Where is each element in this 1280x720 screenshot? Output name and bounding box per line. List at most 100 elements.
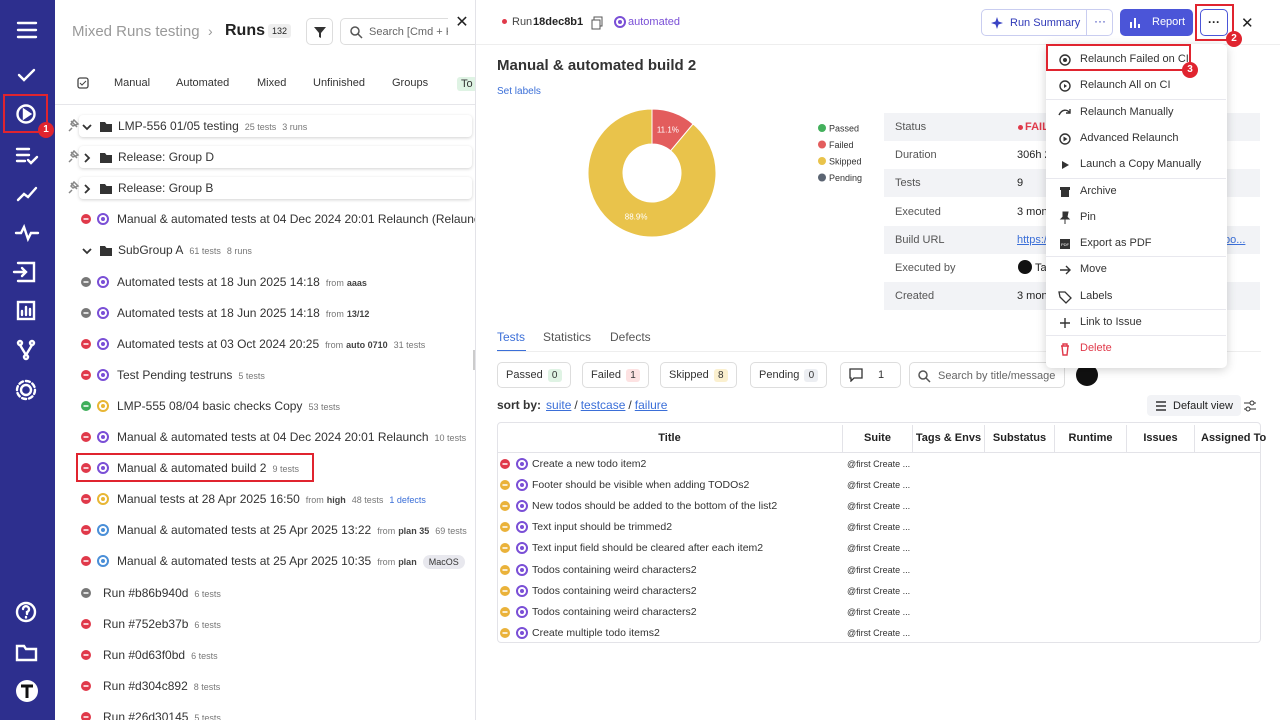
detail-tab[interactable]: Statistics (543, 330, 592, 344)
test-type (516, 563, 528, 576)
run-row[interactable]: Run #b86b940d 6 tests (55, 578, 475, 609)
run-tab[interactable]: To (457, 77, 475, 91)
menu-separator (1046, 98, 1226, 100)
test-title[interactable]: Todos containing weird characters2 (532, 563, 697, 576)
detail-tab[interactable]: Tests (497, 330, 526, 344)
run-row[interactable]: Run #d304c892 8 tests (55, 671, 475, 702)
menu-item[interactable]: Archive (1046, 178, 1226, 204)
test-title[interactable]: Footer should be visible when adding TOD… (532, 479, 750, 492)
run-row[interactable]: LMP-555 08/04 basic checks Copy 53 tests (55, 391, 475, 422)
run-row[interactable]: Automated tests at 18 Jun 2025 14:18 from… (55, 298, 475, 329)
run-line: Manual & automated tests at 25 Apr 2025 … (117, 523, 467, 537)
run-row[interactable]: Manual & automated tests at 04 Dec 2024 … (55, 204, 475, 235)
svg-text:PDF: PDF (1061, 242, 1070, 247)
filter-chip[interactable]: Pending 0 (750, 362, 828, 388)
run-tab[interactable]: Automated (176, 77, 230, 89)
close-detail[interactable]: ✕ (1241, 15, 1254, 32)
sort-option[interactable]: testcase (580, 398, 626, 412)
test-title[interactable]: Text input field should be cleared after… (532, 542, 764, 555)
filter-button[interactable] (306, 18, 333, 45)
test-search[interactable]: Search by title/message (909, 362, 1065, 388)
run-tests: 9 tests (272, 464, 299, 475)
run-tab[interactable]: Mixed (257, 77, 287, 89)
detail-tab[interactable]: Defects (610, 330, 651, 344)
run-row[interactable]: Manual tests at 28 Apr 2025 16:50 from hig… (55, 484, 475, 515)
run-row[interactable]: Manual & automated tests at 25 Apr 2025 … (55, 546, 475, 577)
run-dot (502, 19, 507, 24)
run-row[interactable]: Manual & automated tests at 25 Apr 2025 … (55, 515, 475, 546)
run-row[interactable]: Release: Group B (55, 173, 475, 204)
close-button[interactable]: ✕ (448, 12, 475, 36)
run-tab[interactable]: Manual (114, 77, 151, 89)
filter-chip[interactable]: Skipped 8 (660, 362, 737, 388)
test-title[interactable]: Create multiple todo items2 (532, 626, 660, 639)
breadcrumb[interactable]: Mixed Runs testing (72, 23, 200, 40)
run-line: Run #26d30145 5 tests (103, 710, 221, 720)
run-row[interactable]: Run #752eb37b 6 tests (55, 609, 475, 640)
filter-chip[interactable]: Passed 0 (497, 362, 571, 388)
run-row[interactable]: Release: Group D (55, 142, 475, 173)
menu-item[interactable]: Launch a Copy Manually (1046, 151, 1226, 177)
detail-value: https:// (1017, 233, 1051, 246)
column-header[interactable]: Issues (1127, 425, 1195, 452)
run-row[interactable]: LMP-556 01/05 testing 25 tests 3 runs (55, 111, 475, 142)
run-row[interactable]: Automated tests at 03 Oct 2024 20:25 from… (55, 329, 475, 360)
run-tab[interactable]: Unfinished (313, 77, 365, 89)
status-icon (81, 711, 91, 720)
menu-item[interactable]: Relaunch Manually (1046, 99, 1226, 125)
column-header[interactable]: Title (497, 425, 843, 452)
sort-option[interactable]: failure (634, 398, 668, 412)
sort-option[interactable]: suite (546, 398, 572, 412)
column-header[interactable]: Runtime (1055, 425, 1127, 452)
menu-item[interactable]: Relaunch All on CI (1046, 72, 1226, 98)
search-box[interactable]: Search [Cmd + K (340, 18, 475, 45)
column-header[interactable]: Suite (843, 425, 913, 452)
header-line (476, 44, 1280, 45)
run-tests: 6 tests (194, 588, 221, 599)
scroll-handle (473, 350, 475, 370)
menu-item[interactable]: Pin (1046, 204, 1226, 230)
chevron (82, 248, 92, 255)
divider (55, 104, 475, 105)
menu-item[interactable]: Move (1046, 256, 1226, 282)
run-row[interactable]: Automated tests at 18 Jun 2025 14:18 from… (55, 267, 475, 298)
run-summary-button[interactable]: Run Summary ··· (981, 9, 1113, 36)
run-tests: 10 tests (434, 433, 467, 443)
test-title[interactable]: New todos should be added to the bottom … (532, 500, 778, 513)
report-button[interactable]: Report (1120, 9, 1193, 36)
run-row[interactable]: Run #0d63f0bd 6 tests (55, 640, 475, 671)
test-title[interactable]: Todos containing weird characters2 (532, 584, 697, 597)
menu-item[interactable]: Link to Issue (1046, 309, 1226, 335)
view-select[interactable]: Default view (1147, 395, 1241, 416)
run-line: Run #0d63f0bd 6 tests (103, 648, 218, 662)
run-row[interactable]: Run #26d30145 5 tests (55, 702, 475, 720)
pin-icon (68, 150, 80, 163)
set-labels[interactable]: Set labels (497, 86, 541, 97)
menu-item[interactable]: Labels (1046, 283, 1226, 309)
test-title[interactable]: Todos containing weird characters2 (532, 605, 697, 618)
test-status (500, 564, 510, 575)
comments-chip[interactable]: 1 (840, 362, 901, 388)
type-icon (97, 493, 109, 506)
filter-chip[interactable]: Failed 1 (582, 362, 649, 388)
run-row[interactable]: SubGroup A 61 tests 8 runs (55, 235, 475, 266)
detail-key: Executed by (895, 262, 956, 274)
summary-more[interactable]: ··· (1086, 9, 1113, 36)
column-header[interactable]: Assigned To (1201, 432, 1267, 444)
more-button[interactable]: ··· (1200, 9, 1228, 36)
menu-item[interactable]: Delete (1046, 335, 1226, 361)
test-title[interactable]: Text input should be trimmed2 (532, 521, 673, 534)
test-title[interactable]: Create a new todo item2 (532, 458, 647, 470)
menu-item[interactable]: Advanced Relaunch (1046, 125, 1226, 151)
run-row[interactable]: Test Pending testruns 5 tests (55, 360, 475, 391)
run-tab[interactable]: Groups (392, 77, 429, 89)
menu-item[interactable]: Relaunch Failed on CI (1046, 46, 1226, 72)
run-line: Manual & automated tests at 04 Dec 2024 … (117, 212, 475, 226)
run-row[interactable]: Manual & automated build 2 9 tests (55, 453, 475, 484)
tag-icon (614, 16, 626, 28)
menu-item[interactable]: Export as PDF PDF (1046, 230, 1226, 256)
column-header[interactable]: Tags & Envs (913, 425, 985, 452)
run-runs: 8 runs (226, 246, 252, 257)
column-header[interactable]: Substatus (985, 425, 1055, 452)
run-row[interactable]: Manual & automated tests at 04 Dec 2024 … (55, 422, 475, 453)
